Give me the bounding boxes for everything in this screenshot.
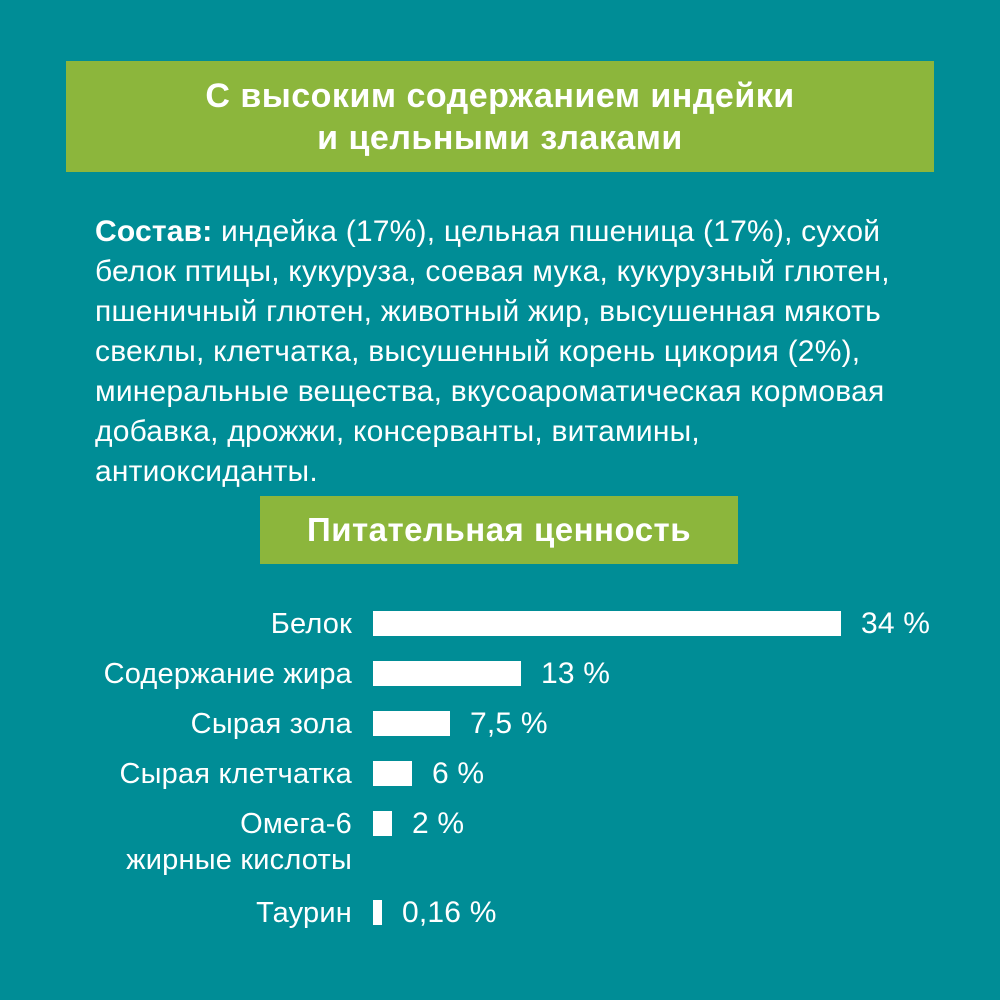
chart-row: Омега-6 жирные кислоты 2 %	[0, 807, 1000, 876]
nutrition-banner: Питательная ценность	[260, 496, 738, 564]
chart-row: Сырая зола 7,5 %	[0, 707, 1000, 740]
bar	[373, 661, 521, 686]
chart-row: Белок 34 %	[0, 607, 1000, 640]
chart-row: Содержание жира 13 %	[0, 657, 1000, 690]
bar	[373, 900, 382, 925]
bar-label: Сырая клетчатка	[119, 757, 352, 790]
header-banner: С высоким содержанием индейки и цельными…	[66, 61, 934, 172]
bar-label: Содержание жира	[103, 657, 352, 690]
bar	[373, 611, 841, 636]
bar-value: 0,16 %	[402, 895, 497, 929]
nutrition-banner-title: Питательная ценность	[306, 511, 692, 548]
bar-value: 2 %	[412, 806, 465, 840]
chart-row: Сырая клетчатка 6 %	[0, 757, 1000, 790]
bar-value: 6 %	[432, 756, 485, 790]
composition-paragraph: Состав: индейка (17%), цельная пшеница (…	[95, 212, 925, 492]
composition-text: индейка (17%), цельная пшеница (17%), су…	[95, 215, 890, 488]
bar-value: 34 %	[861, 606, 931, 640]
bar-value: 13 %	[541, 656, 611, 690]
bar-label: Белок	[270, 607, 352, 640]
bar-label: Сырая зола	[190, 707, 352, 740]
header-banner-text: С высоким содержанием индейки и цельными…	[205, 76, 795, 157]
bar-label: Омега-6 жирные кислоты	[126, 807, 352, 876]
chart-row: Таурин 0,16 %	[0, 896, 1000, 929]
bar-value: 7,5 %	[470, 706, 548, 740]
composition-label: Состав:	[95, 215, 213, 248]
bar	[373, 761, 412, 786]
bar	[373, 811, 392, 836]
bar	[373, 711, 450, 736]
bar-label: Таурин	[256, 896, 352, 929]
